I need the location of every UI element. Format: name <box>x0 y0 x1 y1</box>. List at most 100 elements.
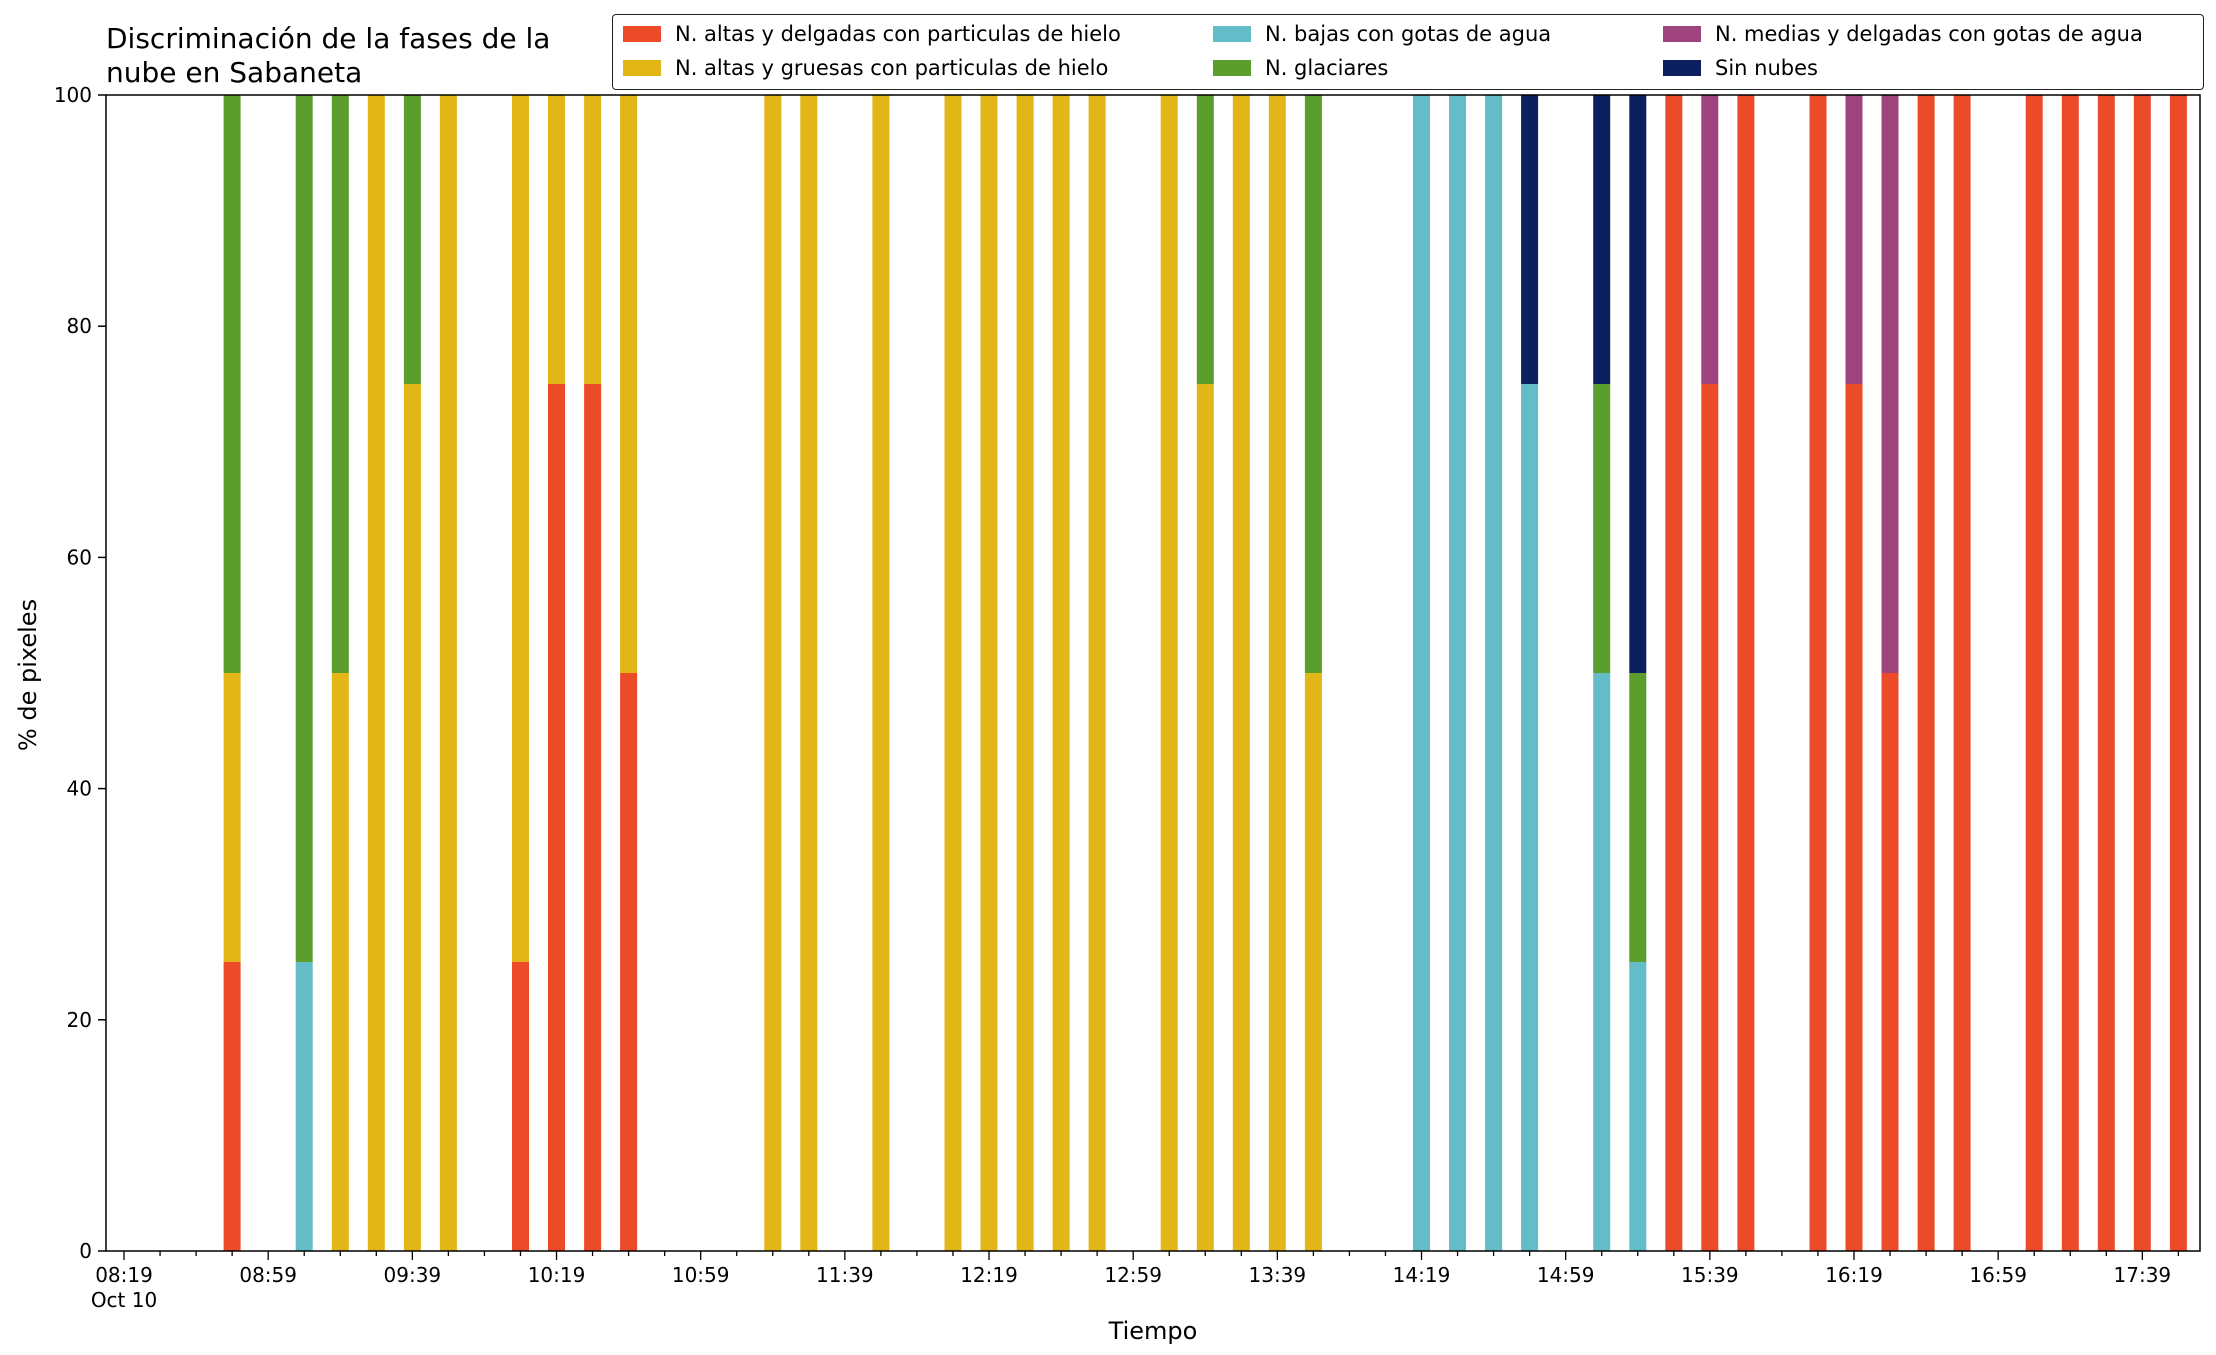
bar-1029 <box>584 95 602 1251</box>
y-axis: 0 20 40 60 80 100 <box>54 83 106 1263</box>
x-tick-label: 14:59 <box>1537 1263 1595 1287</box>
chart-title-line-2: nube en Sabaneta <box>106 56 363 89</box>
legend-swatch <box>1213 60 1251 76</box>
bar-segment-glaciares <box>1593 384 1611 673</box>
bar-0909 <box>295 95 313 1251</box>
bar-segment-bajas <box>295 962 313 1251</box>
chart-title-line-1: Discriminación de la fases de la <box>106 22 551 55</box>
bar-1349 <box>1304 95 1322 1251</box>
bar-1439 <box>1485 95 1503 1251</box>
bar-0919 <box>331 95 349 1251</box>
legend-label: N. altas y gruesas con particulas de hie… <box>675 56 1109 80</box>
bar-segment-altas_gruesas <box>1268 95 1286 1251</box>
bar-segment-altas_delgadas <box>1917 95 1935 1251</box>
bar-segment-altas_delgadas <box>223 962 241 1251</box>
bar-1539 <box>1701 95 1719 1251</box>
x-tick-label: 15:39 <box>1681 1263 1739 1287</box>
bar-segment-bajas <box>1521 384 1539 1251</box>
bar-segment-altas_delgadas <box>2061 95 2079 1251</box>
bar-1709 <box>2025 95 2043 1251</box>
legend-entry-altas_gruesas: N. altas y gruesas con particulas de hie… <box>623 53 1108 83</box>
bar-segment-altas_delgadas <box>2133 95 2151 1251</box>
bar-segment-altas_delgadas <box>548 384 565 1251</box>
bar-1149 <box>872 95 890 1251</box>
bar-1719 <box>2061 95 2079 1251</box>
bar-1649 <box>1953 95 1971 1251</box>
legend-entry-glaciares: N. glaciares <box>1213 53 1388 83</box>
y-tick-label: 0 <box>79 1239 92 1263</box>
bar-1729 <box>2097 95 2115 1251</box>
bar-segment-sin_nubes <box>1521 95 1539 384</box>
legend-label: N. glaciares <box>1265 56 1389 80</box>
bar-1319 <box>1196 95 1214 1251</box>
bar-segment-altas_delgadas <box>584 384 602 1251</box>
bar-segment-altas_gruesas <box>548 95 565 384</box>
bar-segment-medias <box>1881 95 1899 673</box>
bar-1339 <box>1268 95 1286 1251</box>
bar-segment-altas_gruesas <box>439 95 457 1251</box>
bar-segment-altas_delgadas <box>1737 95 1755 1251</box>
bar-1549 <box>1737 95 1755 1251</box>
y-tick-label: 80 <box>67 314 92 338</box>
bar-1229 <box>1016 95 1034 1251</box>
bar-0849 <box>223 95 241 1251</box>
bar-segment-altas_gruesas <box>944 95 962 1251</box>
bar-segment-altas_delgadas <box>620 673 638 1251</box>
bar-segment-altas_gruesas <box>1016 95 1034 1251</box>
x-axis-label: Tiempo <box>1108 1317 1198 1345</box>
y-tick-label: 40 <box>67 777 92 801</box>
bar-0929 <box>367 95 385 1251</box>
x-tick-label: 10:59 <box>672 1263 730 1287</box>
bar-segment-glaciares <box>223 95 241 673</box>
legend-swatch <box>623 26 661 42</box>
bar-segment-altas_delgadas <box>2097 95 2115 1251</box>
bar-segment-altas_delgadas <box>512 962 529 1251</box>
bar-segment-altas_gruesas <box>800 95 818 1251</box>
bar-segment-medias <box>1701 95 1719 384</box>
bar-segment-bajas <box>1413 95 1430 1251</box>
bar-segment-sin_nubes <box>1629 95 1647 673</box>
legend-label: N. altas y delgadas con particulas de hi… <box>675 22 1121 46</box>
bar-1009 <box>512 95 529 1251</box>
chart-title: Discriminación de la fases de la nube en… <box>106 22 606 90</box>
bar-1739 <box>2133 95 2151 1251</box>
y-tick-label: 60 <box>67 545 92 569</box>
bar-1219 <box>980 95 998 1251</box>
bar-segment-bajas <box>1593 673 1611 1251</box>
bar-segment-altas_gruesas <box>1196 384 1214 1251</box>
bar-segment-altas_gruesas <box>1304 673 1322 1251</box>
bar-1509 <box>1593 95 1611 1251</box>
bar-segment-altas_gruesas <box>1052 95 1070 1251</box>
legend-entry-sin_nubes: Sin nubes <box>1663 53 1818 83</box>
bar-segment-glaciares <box>1196 95 1214 384</box>
legend: N. altas y delgadas con particulas de hi… <box>612 14 2204 90</box>
bar-1429 <box>1449 95 1466 1251</box>
x-tick-label: 17:39 <box>2114 1263 2172 1287</box>
bar-1619 <box>1845 95 1863 1251</box>
bar-1419 <box>1413 95 1430 1251</box>
x-tick-label: 08:59 <box>239 1263 297 1287</box>
bar-1039 <box>620 95 638 1251</box>
bar-segment-altas_gruesas <box>1232 95 1250 1251</box>
bar-1749 <box>2169 95 2187 1251</box>
bar-1129 <box>800 95 818 1251</box>
bar-segment-altas_gruesas <box>1160 95 1178 1251</box>
bar-1119 <box>764 95 782 1251</box>
bar-segment-altas_delgadas <box>2025 95 2043 1251</box>
bar-segment-altas_gruesas <box>223 673 241 962</box>
bar-segment-altas_gruesas <box>584 95 602 384</box>
bar-segment-sin_nubes <box>1593 95 1611 384</box>
legend-swatch <box>623 60 661 76</box>
bar-1209 <box>944 95 962 1251</box>
legend-label: N. medias y delgadas con gotas de agua <box>1715 22 2143 46</box>
bar-segment-altas_gruesas <box>331 673 349 1251</box>
x-tick-label: 08:19 <box>95 1263 153 1287</box>
bar-segment-medias <box>1845 95 1863 384</box>
bar-segment-altas_gruesas <box>512 95 529 962</box>
bar-segment-altas_gruesas <box>1088 95 1106 1251</box>
bar-segment-bajas <box>1485 95 1503 1251</box>
x-tick-label: 10:19 <box>528 1263 586 1287</box>
bar-0949 <box>439 95 457 1251</box>
